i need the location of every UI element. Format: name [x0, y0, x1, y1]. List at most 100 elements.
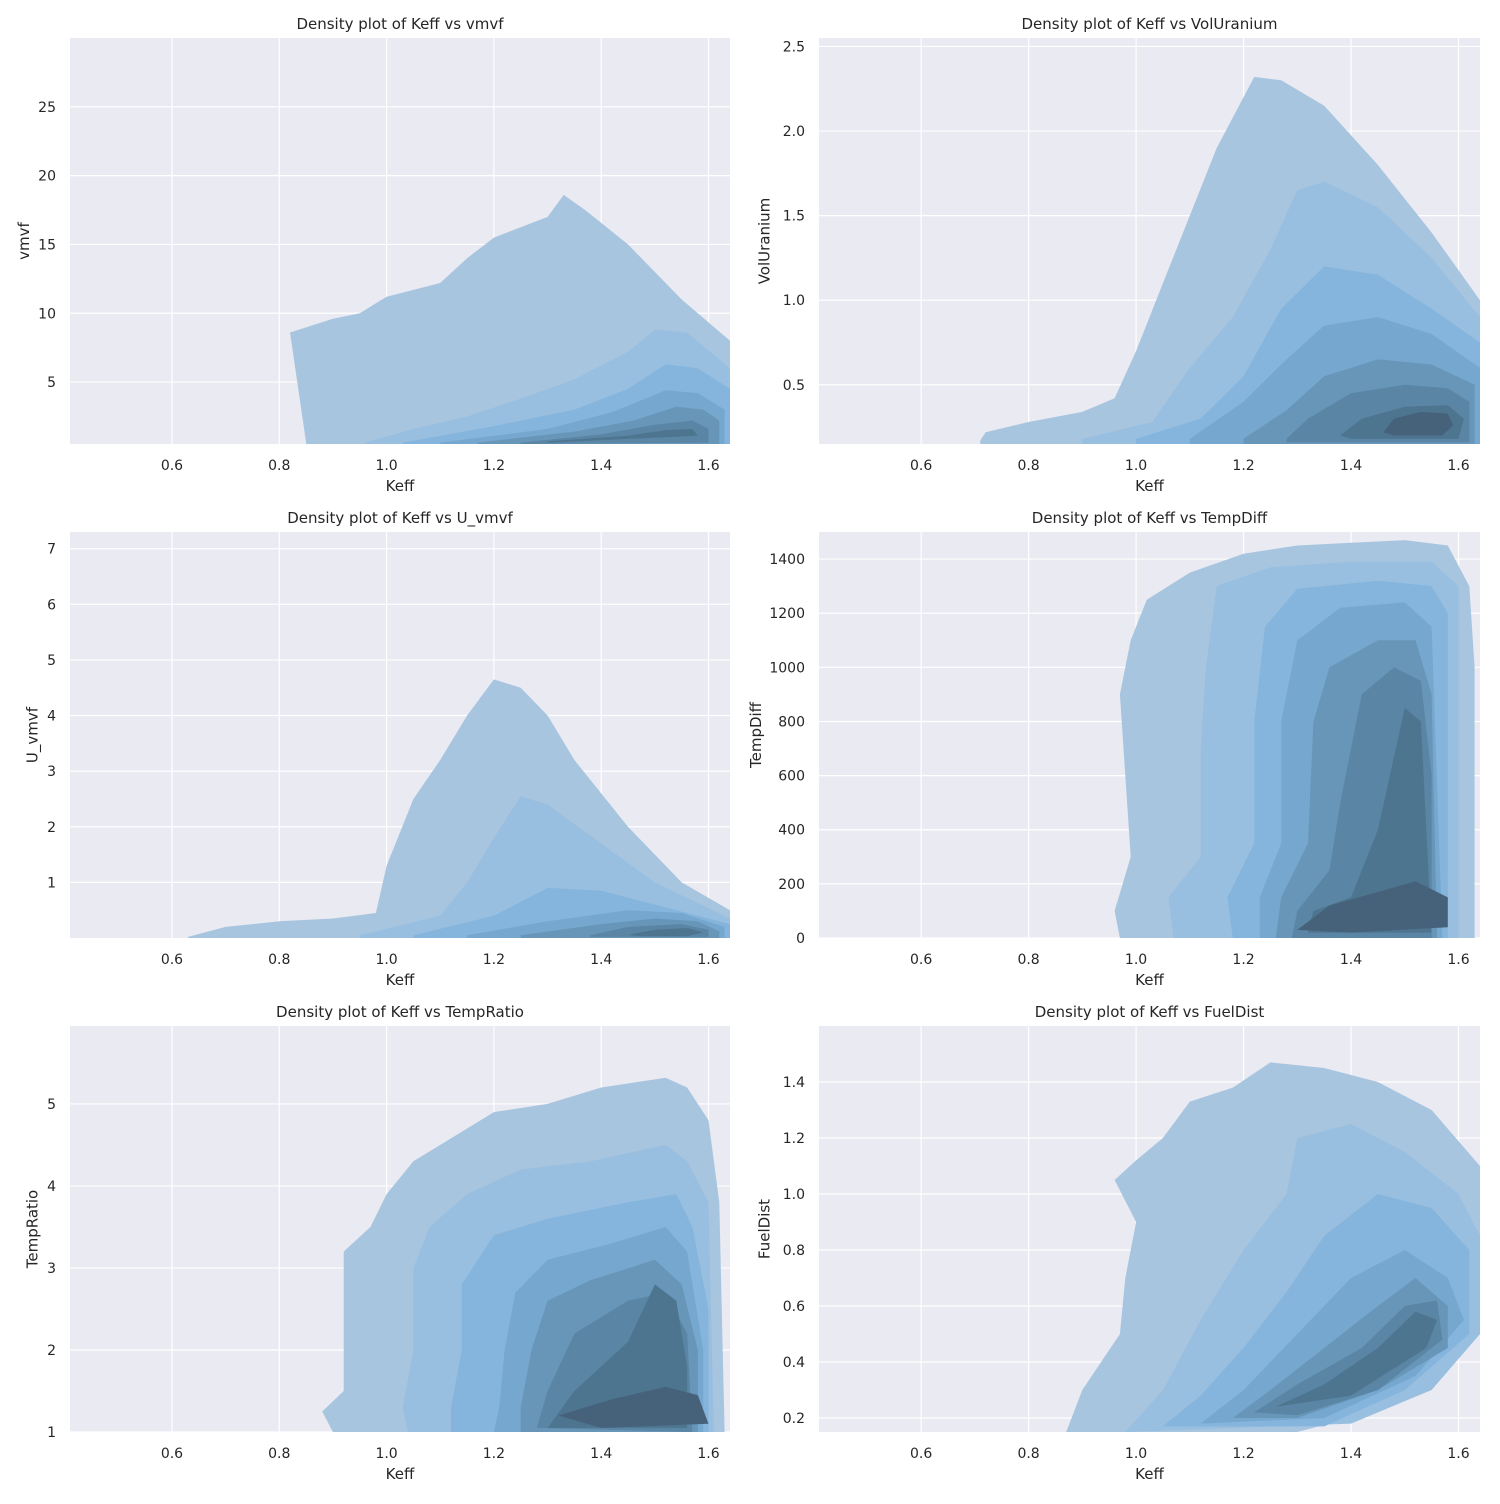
density-level-5	[1232, 1278, 1448, 1418]
subplot-1: 0.6 0.8 1.0 1.2 1.4 1.6 5 10 15 20 25 Density plot …	[15, 15, 730, 495]
density-level-8	[1297, 881, 1448, 933]
y-tick-label: 800	[778, 714, 805, 730]
subplot-3: 0.6 0.8 1.0 1.2 1.4 1.6 1 2 3 4 5 6 7 Density plot of…	[24, 509, 730, 989]
density-contours	[188, 679, 730, 938]
x-tick-label: 1.4	[1340, 458, 1362, 474]
subplot-title: Density plot of Keff vs U_vmvf	[287, 509, 513, 528]
x-tick-label: 0.6	[910, 952, 932, 968]
y-tick-label: 1.0	[783, 1187, 805, 1203]
subplot-4: 0.6 0.8 1.0 1.2 1.4 1.6 0 200 400 600 800 1000 1200 1…	[747, 509, 1480, 989]
subplot-title: Density plot of Keff vs TempRatio	[276, 1003, 524, 1021]
subplot-5: 0.6 0.8 1.0 1.2 1.4 1.6 1 2 3 4 5 Density plot of K…	[24, 1003, 730, 1483]
density-contours	[290, 194, 730, 444]
y-tick-label: 4	[47, 1179, 56, 1195]
x-tick-label: 0.8	[268, 1446, 290, 1462]
x-tick-label: 0.8	[268, 952, 290, 968]
x-tick-label: 1.4	[1340, 1446, 1362, 1462]
y-tick-label: 2.5	[783, 39, 805, 55]
x-axis-label: Keff	[1135, 477, 1164, 495]
x-tick-label: 1.2	[1232, 952, 1254, 968]
y-tick-label: 2	[47, 820, 56, 836]
x-tick-label: 1.2	[483, 458, 505, 474]
y-tick-label: 2.0	[783, 124, 805, 140]
x-tick-label: 0.8	[268, 458, 290, 474]
y-axis-label: VolUranium	[756, 198, 774, 285]
y-tick-label: 1400	[769, 552, 805, 568]
density-level-8	[1383, 411, 1454, 436]
x-tick-label: 1.2	[483, 1446, 505, 1462]
y-axis-label: vmvf	[15, 221, 33, 259]
y-tick-label: 25	[38, 100, 56, 116]
subplot-title: Density plot of Keff vs vmvf	[296, 15, 504, 33]
y-tick-label: 0.2	[783, 1411, 805, 1427]
y-tick-label: 1000	[769, 660, 805, 676]
x-tick-label: 1.0	[375, 1446, 397, 1462]
x-tick-label: 1.4	[590, 1446, 612, 1462]
density-level-7	[1308, 707, 1432, 933]
x-tick-label: 0.6	[161, 952, 183, 968]
y-tick-label: 4	[47, 709, 56, 725]
x-axis-label: Keff	[386, 971, 415, 989]
y-tick-label: 0.6	[783, 1299, 805, 1315]
x-tick-label: 1.4	[1340, 952, 1362, 968]
x-tick-label: 1.0	[375, 458, 397, 474]
y-tick-label: 15	[38, 237, 56, 253]
density-contours	[1114, 540, 1475, 938]
y-tick-label: 200	[778, 877, 805, 893]
x-tick-label: 0.8	[1017, 1446, 1039, 1462]
x-tick-label: 1.2	[483, 952, 505, 968]
density-contours	[980, 76, 1480, 444]
y-tick-label: 0.8	[783, 1243, 805, 1259]
y-tick-label: 1.0	[783, 293, 805, 309]
x-tick-label: 1.0	[375, 952, 397, 968]
x-tick-label: 1.6	[697, 952, 719, 968]
x-tick-label: 1.2	[1232, 1446, 1254, 1462]
y-tick-label: 1.4	[783, 1075, 805, 1091]
y-axis-label: TempRatio	[24, 1190, 42, 1270]
x-axis-label: Keff	[1135, 971, 1164, 989]
density-level-7	[1275, 1311, 1437, 1407]
y-tick-label: 1200	[769, 606, 805, 622]
subplot-title: Density plot of Keff vs TempDiff	[1032, 509, 1268, 527]
x-tick-label: 1.6	[697, 1446, 719, 1462]
y-tick-label: 7	[47, 542, 56, 558]
y-tick-label: 5	[47, 1097, 56, 1113]
y-tick-label: 0	[796, 931, 805, 947]
x-axis-label: Keff	[1135, 1465, 1164, 1483]
density-level-7	[628, 928, 704, 937]
y-tick-label: 0.4	[783, 1355, 805, 1371]
x-tick-label: 0.6	[910, 458, 932, 474]
x-tick-label: 1.6	[1447, 1446, 1469, 1462]
x-tick-label: 0.8	[1017, 458, 1039, 474]
density-level-6	[1254, 1300, 1443, 1416]
x-axis-label: Keff	[386, 477, 415, 495]
y-axis-label: FuelDist	[756, 1199, 774, 1259]
y-tick-label: 1	[47, 1425, 56, 1441]
x-tick-label: 1.2	[1232, 458, 1254, 474]
subplot-title: Density plot of Keff vs FuelDist	[1035, 1003, 1265, 1021]
y-tick-label: 10	[38, 306, 56, 322]
y-tick-label: 0.5	[783, 378, 805, 394]
x-tick-label: 1.0	[1125, 1446, 1147, 1462]
y-tick-label: 1.2	[783, 1131, 805, 1147]
x-tick-label: 1.4	[590, 458, 612, 474]
x-tick-label: 0.8	[1017, 952, 1039, 968]
y-tick-label: 6	[47, 597, 56, 613]
x-tick-label: 1.0	[1125, 952, 1147, 968]
subplot-title: Density plot of Keff vs VolUranium	[1022, 15, 1278, 33]
density-level-8	[558, 1386, 709, 1428]
y-tick-label: 2	[47, 1343, 56, 1359]
y-tick-label: 400	[778, 823, 805, 839]
density-contours	[1066, 1062, 1480, 1432]
y-tick-label: 1	[47, 875, 56, 891]
x-tick-label: 1.0	[1125, 458, 1147, 474]
density-level-7	[547, 428, 698, 443]
x-tick-label: 0.6	[161, 458, 183, 474]
x-axis-label: Keff	[386, 1465, 415, 1483]
y-tick-label: 1.5	[783, 209, 805, 225]
y-tick-label: 5	[47, 653, 56, 669]
subplot-2: 0.6 0.8 1.0 1.2 1.4 1.6 0.5 1.0 1.5 2.0 2.5 Density…	[756, 15, 1480, 495]
y-axis-label: U_vmvf	[24, 706, 43, 763]
y-tick-label: 600	[778, 769, 805, 785]
